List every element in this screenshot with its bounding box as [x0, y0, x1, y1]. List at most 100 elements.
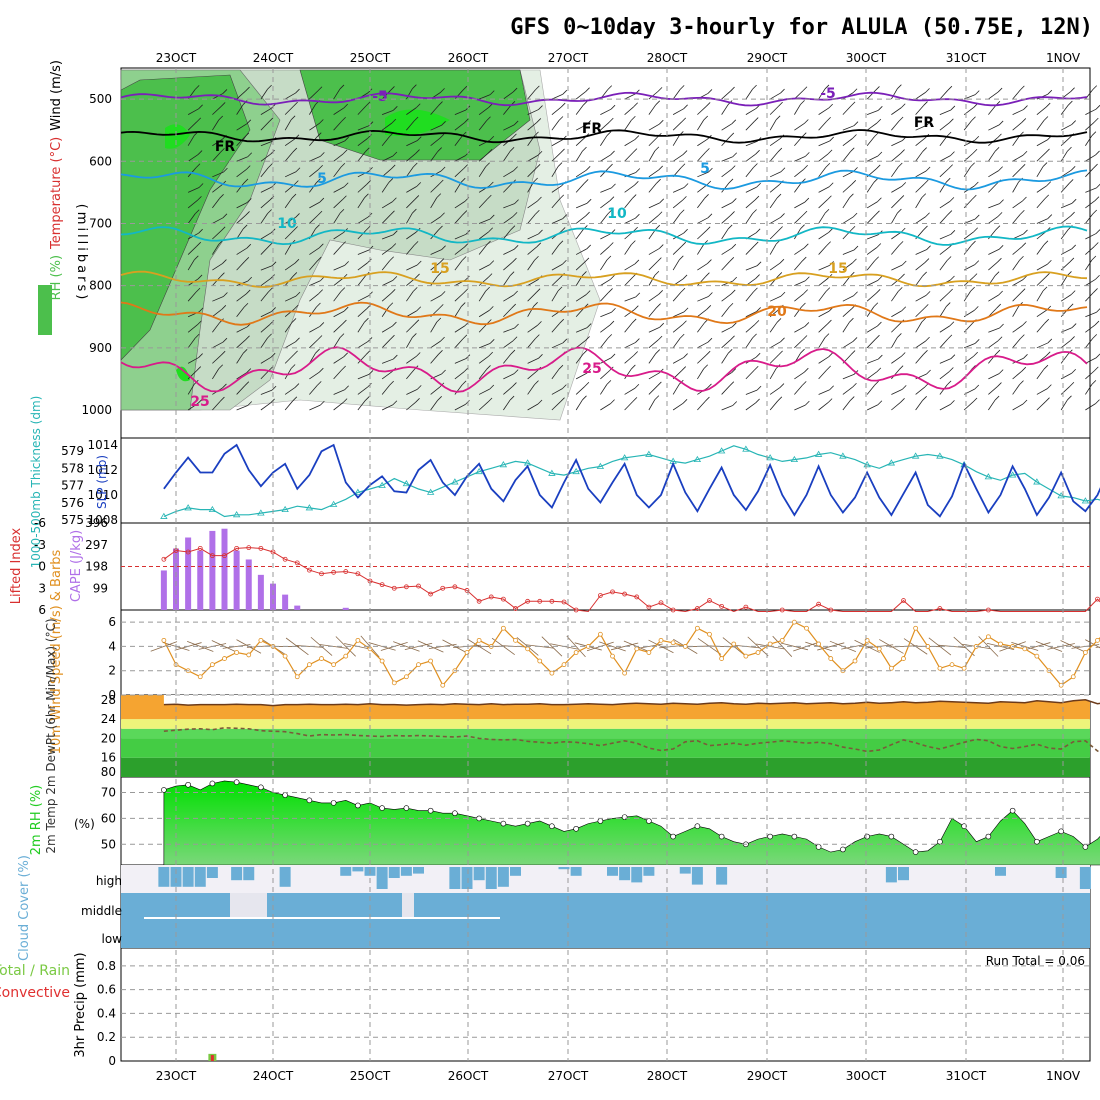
- wind-barb: [260, 108, 272, 115]
- wind-barb: [551, 263, 563, 271]
- wind-barb: [721, 307, 730, 317]
- wind-barb-flag: [197, 274, 203, 280]
- wind-barb: [672, 402, 684, 411]
- wind-barb-flag: [1020, 334, 1025, 339]
- thickness-point: [1033, 478, 1041, 485]
- wind-barb-flag: [1045, 148, 1050, 154]
- wind-barb-flag: [343, 182, 349, 188]
- wind-barb-flag: [900, 273, 905, 279]
- wind-barb: [236, 136, 246, 147]
- wind-barb: [527, 325, 538, 333]
- wind-barb-flag: [755, 274, 760, 279]
- wind-barb-flag: [194, 255, 199, 261]
- rh-point: [815, 844, 822, 850]
- wind-speed-point: [610, 653, 615, 659]
- wind-barb-10m: [285, 637, 309, 656]
- wind-barb-flag: [316, 178, 321, 183]
- wind-barb: [430, 124, 442, 131]
- high-cloud-bar: [631, 867, 643, 883]
- wind-barb-flag: [827, 195, 832, 201]
- slp-line: [163, 443, 1100, 518]
- wind-barb: [672, 108, 684, 115]
- wind-barb: [600, 121, 610, 131]
- wind-barb: [769, 217, 781, 224]
- wind-barb-flag: [925, 212, 930, 218]
- wind-barb: [503, 229, 512, 240]
- wind-barb: [260, 245, 270, 255]
- wind-barb: [381, 293, 392, 302]
- wind-barb: [794, 182, 802, 193]
- wind-barb: [406, 369, 415, 380]
- wind-barb: [697, 106, 707, 115]
- date-label-bottom: 25OCT: [350, 1069, 391, 1083]
- wind-barb: [551, 139, 563, 147]
- wind-barb-flag: [415, 273, 420, 279]
- wind-barb: [260, 389, 273, 395]
- wind-barb: [357, 308, 368, 318]
- lifted-index-point: [428, 591, 434, 597]
- wind-barb: [1060, 137, 1071, 147]
- wind-barb-flag: [558, 116, 564, 121]
- wind-barb-flag: [489, 384, 495, 390]
- cape-bar: [233, 550, 240, 610]
- wind-barb-flag: [776, 318, 782, 323]
- rh-tick: 70: [101, 786, 116, 800]
- wind-barb-flag: [197, 320, 202, 326]
- wind-barb-flag: [198, 307, 204, 313]
- wind-barb: [624, 322, 633, 333]
- wind-barb: [866, 182, 875, 193]
- date-label-top: 1NOV: [1046, 51, 1081, 65]
- wind-barb-flag: [682, 150, 688, 155]
- wind-barb: [187, 200, 198, 209]
- wind-barb: [309, 104, 316, 115]
- wind-barb-flag: [218, 364, 224, 370]
- wind-barb: [236, 182, 245, 193]
- thickness-tick: 577: [61, 479, 84, 493]
- wind-barb: [866, 136, 875, 146]
- wind-barb: [1085, 278, 1096, 286]
- wind-barb-flag: [610, 399, 615, 404]
- isotherm-label: 15: [828, 261, 847, 277]
- wind-barb-flag: [608, 288, 613, 293]
- wind-barb: [818, 232, 829, 240]
- wind-barb: [1036, 218, 1049, 224]
- wind-barb-flag: [511, 303, 516, 309]
- wind-barb: [721, 261, 731, 271]
- wind-barb-flag: [585, 290, 591, 295]
- wind-barb-flag: [339, 84, 345, 90]
- temp-tick: 28: [101, 693, 116, 707]
- wind-barb-flag: [853, 245, 859, 251]
- wind-barb-flag: [609, 117, 614, 123]
- wind-barb-flag: [391, 118, 397, 124]
- wind-barb-flag: [654, 146, 660, 152]
- wind-barb: [503, 294, 514, 302]
- wind-barb-flag: [367, 258, 372, 264]
- wind-barb-flag: [558, 364, 564, 370]
- wind-barb: [697, 171, 709, 178]
- wind-barb: [1085, 121, 1095, 131]
- high-cloud-bar: [182, 867, 194, 887]
- wind-barb-flag: [680, 287, 686, 293]
- wind-barb-flag: [392, 321, 397, 327]
- wind-barb: [624, 355, 634, 364]
- wind-barb-flag: [828, 228, 833, 233]
- slp-tick: 1014: [87, 438, 118, 452]
- cape-bar: [257, 574, 264, 610]
- wind-barb: [527, 292, 537, 302]
- wind-barb-flag: [827, 398, 833, 403]
- wind-barb: [600, 324, 611, 333]
- rh-point: [185, 781, 191, 788]
- high-cloud-bar: [352, 867, 364, 872]
- wind-barb: [818, 88, 826, 100]
- wind-barb-flag: [926, 369, 931, 375]
- wind-barb-flag: [633, 351, 638, 356]
- high-cloud-bar: [206, 867, 218, 878]
- wind-speed-point: [1082, 650, 1088, 655]
- wind-barb-flag: [1047, 259, 1052, 265]
- wind-barb-flag: [513, 245, 519, 250]
- wind-barb: [697, 230, 707, 240]
- wind-barb-flag: [659, 198, 665, 204]
- wind-barb-flag: [901, 182, 907, 187]
- wind-barb-flag: [439, 258, 445, 263]
- wind-barb: [503, 353, 512, 364]
